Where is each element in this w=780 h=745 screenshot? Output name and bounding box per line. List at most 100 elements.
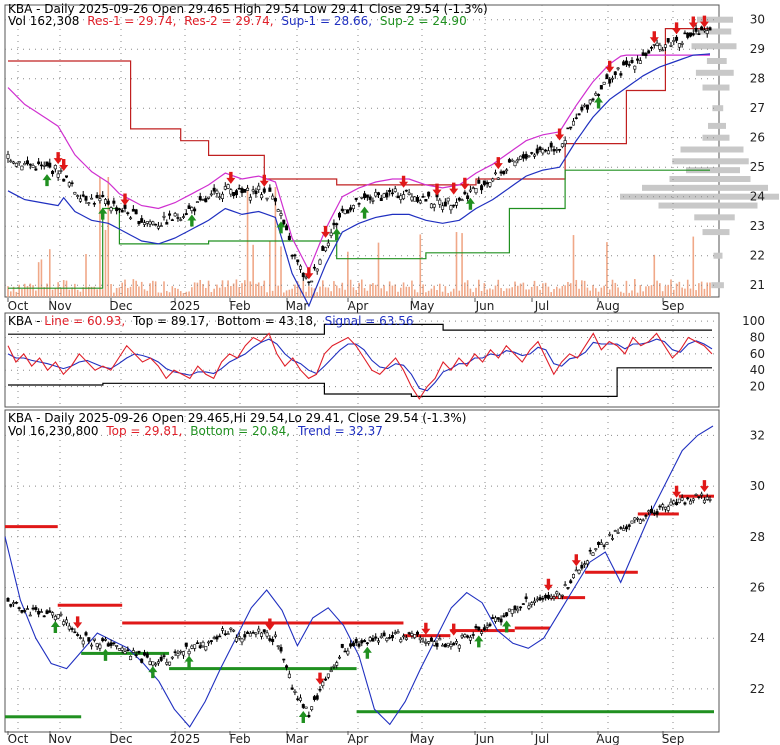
stochastic-main-line <box>7 332 713 400</box>
trend-candle-body <box>148 661 152 665</box>
trend-candle-body <box>482 627 486 631</box>
sell-signal-arrow <box>672 22 682 35</box>
volume-bar <box>659 283 661 297</box>
volume-bar <box>185 291 188 297</box>
candle-body <box>28 163 32 166</box>
volume-bar <box>466 280 469 297</box>
volume-profile-bar <box>713 252 719 259</box>
buy-signal-arrow <box>42 174 52 187</box>
volume-bar <box>464 282 466 297</box>
volume-bar <box>21 289 23 297</box>
candle-body <box>173 213 177 217</box>
trend-signal-arrows <box>50 480 709 723</box>
volume-bar <box>709 282 711 297</box>
candle-body <box>337 212 341 218</box>
trend-sell-arrow <box>699 480 709 493</box>
price-grid <box>5 5 719 297</box>
volume-bar <box>48 249 51 297</box>
candle-body <box>346 209 350 214</box>
volume-profile-bar-outer <box>719 229 730 236</box>
candle-body <box>257 185 261 190</box>
volume-bar <box>140 281 143 297</box>
volume-bar <box>547 286 550 297</box>
candle-body <box>204 198 208 203</box>
volume-bar <box>480 290 483 297</box>
volume-bar <box>9 291 12 297</box>
trend-candle-body <box>234 637 238 642</box>
volume-bar <box>129 286 132 297</box>
volume-bar <box>51 289 54 297</box>
volume-bar <box>639 285 642 297</box>
volume-bar <box>416 292 419 297</box>
trend-candle-body <box>42 615 46 618</box>
volume-bar <box>171 286 174 297</box>
candle-body <box>226 184 230 189</box>
trend-x-axis: Oct Nov Dec 2025 Feb Mar Apr May Jun Jul Aug Sep <box>7 731 684 745</box>
trend-candle-body <box>117 648 121 651</box>
volume-bar <box>87 286 90 297</box>
trend-candle-body <box>415 631 419 635</box>
candle-body <box>120 210 124 213</box>
volume-profile-bar-outer <box>719 184 768 191</box>
trend-candle-body <box>53 616 57 620</box>
sell-signal-arrow <box>460 177 470 190</box>
volume-bar <box>569 283 572 297</box>
trend-header-volume: Vol 16,230,800 <box>8 424 98 438</box>
trend-bottom-bar <box>356 710 714 714</box>
stochastic-bottom-line <box>8 367 712 397</box>
candle-body <box>223 186 227 190</box>
candle-body <box>354 197 358 200</box>
trend-candle-body <box>382 632 386 637</box>
trend-candle-body <box>95 643 99 647</box>
candle-body <box>101 194 105 198</box>
volume-bar <box>154 281 157 297</box>
candle-body <box>365 194 369 198</box>
volume-bar <box>631 290 633 297</box>
volume-bar <box>341 282 344 297</box>
volume-bar <box>475 287 477 297</box>
volume-bar <box>207 280 210 297</box>
candle-body <box>708 27 712 31</box>
volume-bar <box>405 286 408 297</box>
trend-candle-body <box>343 650 347 653</box>
trend-candle-body <box>443 643 447 648</box>
trend-candle-body <box>552 596 556 599</box>
candle-body <box>652 44 656 46</box>
candle-body <box>610 77 614 80</box>
volume-bar <box>249 281 252 297</box>
trend-candle-body <box>145 653 149 658</box>
candle-body <box>176 217 180 219</box>
candle-body <box>179 219 183 221</box>
volume-bar <box>12 286 15 297</box>
volume-bar <box>82 287 85 297</box>
volume-bar <box>177 288 179 297</box>
trend-candle-body <box>25 608 29 610</box>
volume-bar <box>202 284 204 297</box>
price-x-tick-label: Mar <box>286 299 309 313</box>
volume-bar <box>79 291 82 297</box>
candle-body <box>34 168 38 171</box>
candle-body <box>385 192 389 198</box>
trend-candle-body <box>76 634 80 636</box>
volume-bar <box>243 280 246 297</box>
volume-bar <box>698 283 700 297</box>
trend-candle-body <box>265 632 269 637</box>
volume-bar <box>174 288 176 297</box>
volume-bar <box>146 290 149 297</box>
trend-candle-body <box>496 617 500 620</box>
volume-bar <box>491 289 494 297</box>
volume-bar <box>544 282 547 297</box>
price-x-tick-label: Sep <box>662 299 685 313</box>
volume-profile-bar <box>711 282 719 289</box>
trend-candle-body <box>499 618 503 623</box>
volume-bar <box>525 289 527 297</box>
candle-body <box>70 182 74 185</box>
volume-bar <box>179 291 182 297</box>
volume-bar <box>285 290 288 297</box>
volume-bar <box>536 286 539 297</box>
trend-top-bar <box>403 634 451 638</box>
volume-bar <box>450 291 452 297</box>
trend-sell-arrow <box>543 578 553 591</box>
candle-body <box>145 221 149 224</box>
volume-profile-bar <box>706 58 719 64</box>
